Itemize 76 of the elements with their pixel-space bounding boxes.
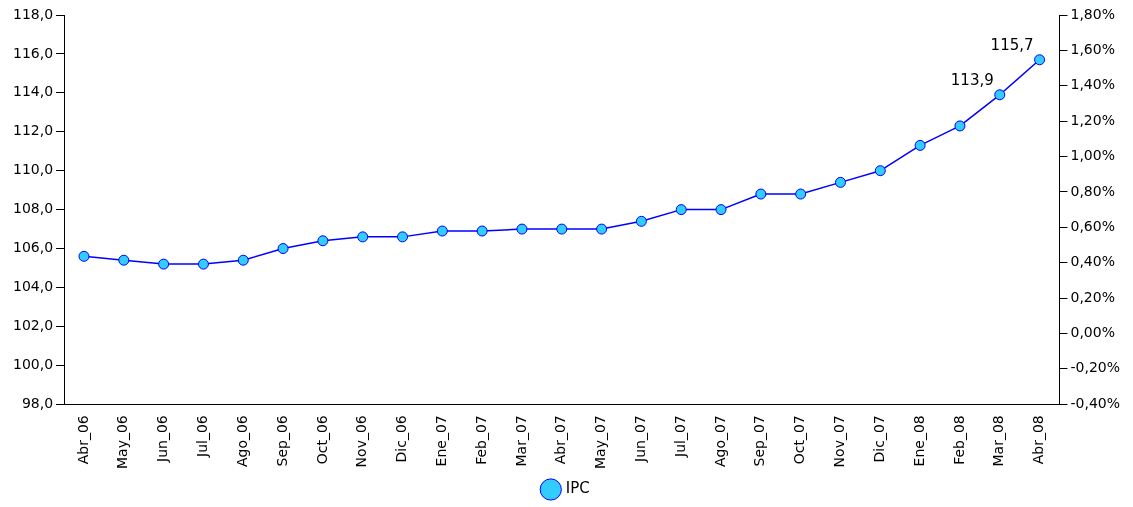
x-tick-label: Ago_06 bbox=[233, 415, 250, 468]
y2-tick-label: 0,20% bbox=[1070, 288, 1115, 305]
y2-tick-label: 0,80% bbox=[1070, 182, 1115, 199]
point bbox=[78, 250, 90, 262]
x-tick-label: Ago_07 bbox=[711, 415, 728, 468]
x-tick-label: Ene_08 bbox=[910, 415, 927, 467]
y-tick-label: 110,0 bbox=[12, 161, 54, 178]
y2-tick-label: 1,40% bbox=[1070, 76, 1115, 93]
y2-tick-label: 0,60% bbox=[1070, 217, 1115, 234]
x-tick-label: Sep_06 bbox=[273, 415, 290, 467]
point bbox=[954, 120, 966, 132]
point bbox=[476, 225, 488, 237]
y2-tick-label: 0,00% bbox=[1070, 324, 1115, 341]
x-tick-label: Ene_07 bbox=[432, 415, 449, 467]
y-tick-label: 100,0 bbox=[12, 355, 54, 372]
point bbox=[397, 231, 409, 243]
y-tick-label: 102,0 bbox=[12, 317, 54, 334]
point bbox=[635, 215, 647, 227]
point bbox=[118, 254, 130, 266]
x-tick-label: Jul_07 bbox=[671, 415, 688, 458]
point bbox=[317, 235, 329, 247]
point bbox=[436, 225, 448, 237]
point bbox=[237, 254, 249, 266]
y2-tick-label: 1,20% bbox=[1070, 111, 1115, 128]
x-tick-label: Mar_08 bbox=[990, 415, 1007, 467]
point bbox=[755, 188, 767, 200]
y2-tick-label: 1,80% bbox=[1070, 5, 1115, 22]
y2-tick-label: 0,40% bbox=[1070, 253, 1115, 270]
x-tick-label: Abr_06 bbox=[74, 415, 91, 465]
y-tick-label: 112,0 bbox=[12, 122, 54, 139]
y2-tick-label: -0,20% bbox=[1070, 359, 1120, 376]
x-tick-label: Sep_07 bbox=[751, 415, 768, 467]
y2-tick-label: 1,00% bbox=[1070, 147, 1115, 164]
point bbox=[277, 243, 289, 255]
point bbox=[795, 188, 807, 200]
x-tick-label: Dic_07 bbox=[870, 415, 887, 463]
point bbox=[834, 176, 846, 188]
y-tick-label: 108,0 bbox=[12, 200, 54, 217]
y-tick-label: 114,0 bbox=[12, 83, 54, 100]
legend-label: IPC bbox=[565, 479, 590, 498]
point bbox=[357, 231, 369, 243]
point bbox=[715, 204, 727, 216]
y2-tick-label: -0,40% bbox=[1070, 394, 1120, 411]
x-tick-label: Feb_07 bbox=[472, 415, 489, 465]
x-tick-label: Oct_07 bbox=[791, 415, 808, 465]
point bbox=[596, 223, 608, 235]
y-tick-label: 106,0 bbox=[12, 239, 54, 256]
y-tick-label: 116,0 bbox=[12, 44, 54, 61]
y2-tick-label: 1,60% bbox=[1070, 41, 1115, 58]
x-tick-label: Abr_07 bbox=[552, 415, 569, 465]
x-tick-label: May_07 bbox=[592, 415, 609, 470]
x-tick-label: May_06 bbox=[114, 415, 131, 470]
data-label: 113,9 bbox=[950, 71, 994, 90]
point bbox=[914, 139, 926, 151]
x-tick-label: Nov_07 bbox=[831, 415, 848, 468]
data-label: 115,7 bbox=[990, 36, 1034, 55]
point bbox=[197, 258, 209, 270]
point bbox=[994, 89, 1006, 101]
x-tick-label: Jun_07 bbox=[632, 415, 649, 463]
x-tick-label: Jul_06 bbox=[194, 415, 211, 458]
x-tick-label: Oct_06 bbox=[313, 415, 330, 465]
point bbox=[516, 223, 528, 235]
x-tick-label: Mar_07 bbox=[512, 415, 529, 467]
y-tick-label: 98,0 bbox=[21, 394, 54, 411]
x-tick-label: Feb_08 bbox=[950, 415, 967, 465]
point bbox=[1034, 54, 1046, 66]
point bbox=[874, 165, 886, 177]
x-tick-label: Nov_06 bbox=[353, 415, 370, 468]
x-tick-label: Dic_06 bbox=[393, 415, 410, 463]
x-tick-label: Jun_06 bbox=[154, 415, 171, 463]
point bbox=[158, 258, 170, 270]
point bbox=[556, 223, 568, 235]
y-tick-label: 104,0 bbox=[12, 278, 54, 295]
x-tick-label: Abr_08 bbox=[1030, 415, 1047, 465]
point bbox=[675, 204, 687, 216]
y-tick-label: 118,0 bbox=[12, 5, 54, 22]
